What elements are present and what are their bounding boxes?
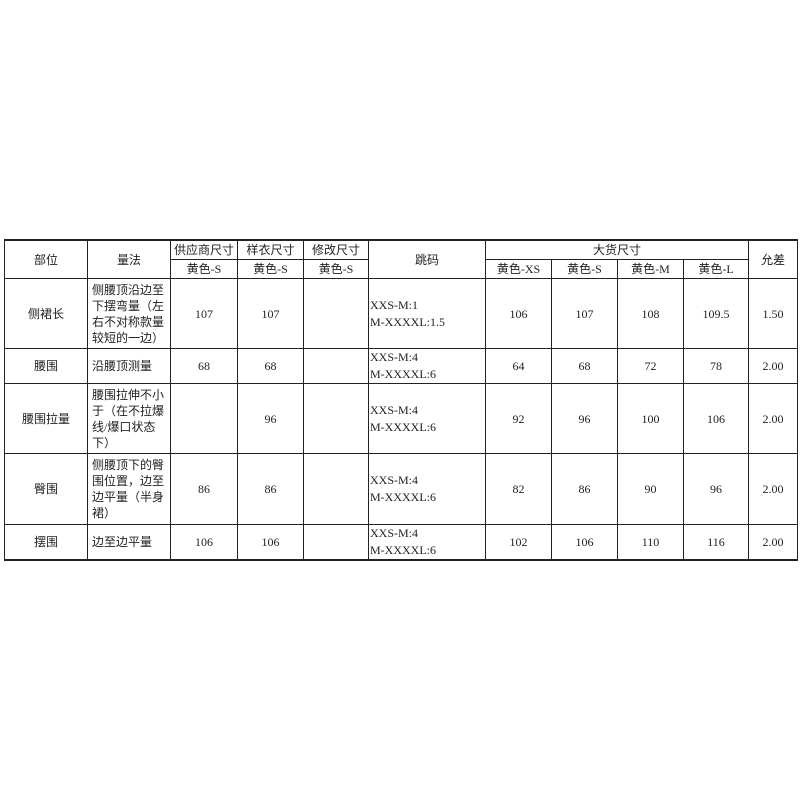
part-cell: 摆围 (4, 524, 88, 561)
jump-cell: XXS-M:4 M-XXXXL:6 (368, 348, 486, 384)
sample-cell: 86 (237, 453, 304, 525)
bulk-m-cell: 72 (617, 348, 684, 384)
header-tolerance: 允差 (748, 239, 799, 279)
bulk-xs-cell: 64 (485, 348, 552, 384)
sample-cell: 68 (237, 348, 304, 384)
header-row-1: 部位 量法 供应商尺寸 样衣尺寸 修改尺寸 跳码 大货尺寸 允差 (4, 239, 799, 279)
table-row: 摆围 边至边平量 106 106 XXS-M:4 M-XXXXL:6 102 106 110 1… (4, 524, 799, 561)
header-sample: 样衣尺寸 (237, 239, 304, 260)
table-row: 腰围 沿腰顶测量 68 68 XXS-M:4 M-XXXXL:6 64 68 72 78 2.00 (4, 348, 799, 384)
bulk-l-cell: 96 (682, 453, 750, 525)
header-method: 量法 (87, 239, 171, 279)
supplier-cell: 107 (170, 278, 238, 349)
tolerance-cell: 2.00 (748, 348, 799, 384)
header-jump: 跳码 (368, 239, 486, 279)
table-row: 腰围拉量 腰围拉伸不小于（在不拉爆线/爆口状态下） 96 XXS-M:4 M-XXXX… (4, 383, 799, 454)
tolerance-cell: 2.00 (748, 453, 799, 525)
table-row: 臀围 侧腰顶下的臀围位置，边至边平量（半身裙） 86 86 XXS-M:4 M-XXXX… (4, 453, 799, 525)
bulk-l-cell: 106 (682, 383, 750, 454)
tolerance-cell: 2.00 (748, 383, 799, 454)
method-cell: 侧腰顶沿边至下摆弯量（左右不对称款量较短的一边） (87, 278, 171, 349)
supplier-cell (170, 383, 238, 454)
bulk-l-cell: 116 (682, 524, 750, 561)
sample-cell: 106 (237, 524, 304, 561)
modified-cell (303, 453, 369, 525)
header-bulk-l: 黄色-L (682, 259, 750, 279)
tolerance-cell: 2.00 (748, 524, 799, 561)
header-row-2: 黄色-S 黄色-S 黄色-S 黄色-XS 黄色-S 黄色-M 黄色-L (5, 259, 798, 279)
bulk-m-cell: 110 (617, 524, 684, 561)
bulk-m-cell: 90 (617, 453, 684, 525)
table-row: 侧裙长 侧腰顶沿边至下摆弯量（左右不对称款量较短的一边） 107 107 XXS-M:1… (4, 278, 799, 349)
header-bulk-m: 黄色-M (617, 259, 684, 279)
header-supplier: 供应商尺寸 (170, 239, 238, 260)
sample-cell: 107 (237, 278, 304, 349)
sample-cell: 96 (237, 383, 304, 454)
modified-cell (303, 348, 369, 384)
tolerance-cell: 1.50 (748, 278, 799, 349)
bulk-l-cell: 109.5 (682, 278, 750, 349)
method-cell: 沿腰顶测量 (87, 348, 171, 384)
bulk-s-cell: 107 (551, 278, 618, 349)
modified-cell (303, 383, 369, 454)
header-supplier-sub: 黄色-S (170, 259, 238, 279)
supplier-cell: 106 (170, 524, 238, 561)
part-cell: 侧裙长 (4, 278, 88, 349)
header-modified: 修改尺寸 (303, 239, 369, 260)
jump-cell: XXS-M:4 M-XXXXL:6 (368, 383, 486, 454)
header-part: 部位 (4, 239, 88, 279)
supplier-cell: 68 (170, 348, 238, 384)
bulk-s-cell: 86 (551, 453, 618, 525)
jump-cell: XXS-M:4 M-XXXXL:6 (368, 453, 486, 525)
part-cell: 腰围 (4, 348, 88, 384)
bulk-xs-cell: 82 (485, 453, 552, 525)
jump-cell: XXS-M:4 M-XXXXL:6 (368, 524, 486, 561)
bulk-xs-cell: 92 (485, 383, 552, 454)
modified-cell (303, 524, 369, 561)
jump-cell: XXS-M:1 M-XXXXL:1.5 (368, 278, 486, 349)
bulk-s-cell: 106 (551, 524, 618, 561)
part-cell: 腰围拉量 (4, 383, 88, 454)
header-bulk-s: 黄色-S (551, 259, 618, 279)
bulk-m-cell: 100 (617, 383, 684, 454)
modified-cell (303, 278, 369, 349)
method-cell: 边至边平量 (87, 524, 171, 561)
bulk-xs-cell: 102 (485, 524, 552, 561)
part-cell: 臀围 (4, 453, 88, 525)
bulk-xs-cell: 106 (485, 278, 552, 349)
header-bulk: 大货尺寸 (484, 239, 750, 260)
header-bulk-xs: 黄色-XS (485, 259, 552, 279)
bulk-l-cell: 78 (682, 348, 750, 384)
method-cell: 侧腰顶下的臀围位置，边至边平量（半身裙） (87, 453, 171, 525)
method-cell: 腰围拉伸不小于（在不拉爆线/爆口状态下） (87, 383, 171, 454)
size-spec-table: 部位 量法 供应商尺寸 样衣尺寸 修改尺寸 跳码 大货尺寸 允差 黄色-S 黄色… (4, 239, 799, 561)
header-modified-sub: 黄色-S (303, 259, 369, 279)
bulk-s-cell: 96 (551, 383, 618, 454)
bulk-s-cell: 68 (551, 348, 618, 384)
supplier-cell: 86 (170, 453, 238, 525)
header-sample-sub: 黄色-S (237, 259, 304, 279)
bulk-m-cell: 108 (617, 278, 684, 349)
